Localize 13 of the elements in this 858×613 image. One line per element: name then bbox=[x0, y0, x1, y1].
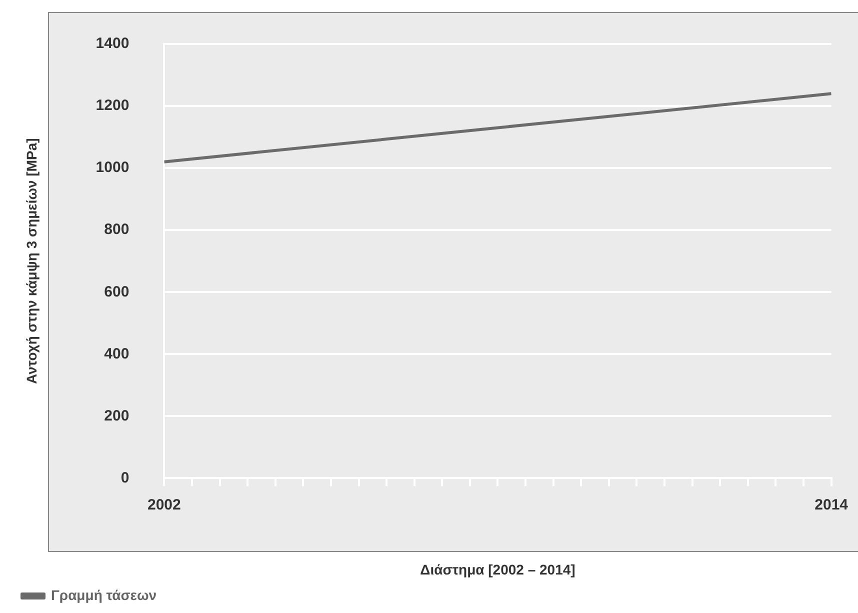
y-tick-label: 1000 bbox=[96, 159, 130, 176]
y-tick-label: 600 bbox=[104, 283, 130, 300]
y-tick-label: 800 bbox=[104, 221, 130, 238]
legend-label: Γραμμή τάσεων bbox=[51, 586, 157, 603]
x-axis-title: Διάστημα [2002 – 2014] bbox=[420, 561, 576, 578]
y-tick-label: 200 bbox=[104, 407, 130, 424]
y-axis-title: Αντοχή στην κάμψη 3 σημείων [MPa] bbox=[23, 138, 40, 384]
y-tick-label: 0 bbox=[120, 469, 130, 486]
x-tick-label: 2002 bbox=[147, 496, 181, 514]
y-tick-label: 400 bbox=[104, 345, 130, 362]
x-tick-label: 2014 bbox=[814, 496, 849, 514]
y-tick-label: 1200 bbox=[96, 97, 130, 114]
y-tick-label: 1400 bbox=[96, 35, 130, 52]
